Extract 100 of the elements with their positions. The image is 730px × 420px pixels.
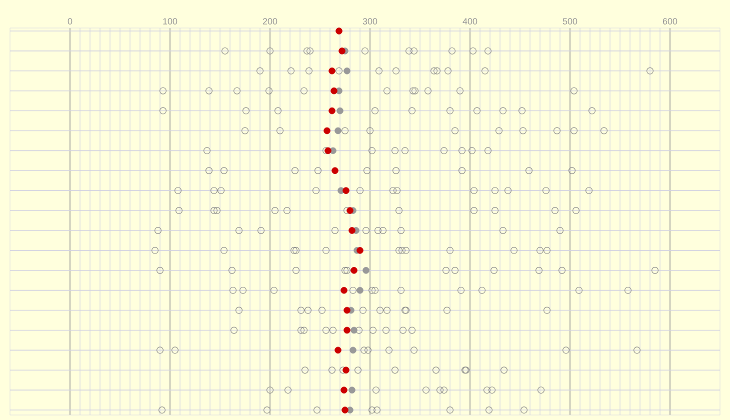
point [356,247,364,254]
point [344,306,350,314]
point [328,107,336,114]
point [412,87,419,94]
point [290,246,298,254]
point [458,167,466,174]
point [444,67,452,74]
point [456,87,464,94]
point [266,87,273,94]
point [488,386,496,394]
point [300,87,308,94]
x-tick-label: 300 [362,18,378,24]
point [402,147,409,154]
point [568,167,576,174]
point [312,187,320,194]
point [468,147,476,154]
point [306,47,314,54]
point [324,127,330,134]
point [274,107,282,114]
point [204,147,211,154]
point [236,306,243,314]
point [236,226,243,234]
point [230,286,237,294]
point [390,187,397,194]
point [446,406,454,414]
point [392,366,399,374]
point [510,246,518,254]
point [458,147,466,154]
point [372,386,380,394]
point [588,107,596,114]
point [328,67,336,74]
point [256,67,264,74]
point [214,207,221,214]
point [160,87,167,94]
point [492,187,499,194]
point [230,326,238,334]
point [152,246,159,254]
point [242,127,249,134]
point [484,47,492,54]
point [346,207,354,214]
point [424,87,432,94]
point [384,87,391,94]
point [206,87,213,94]
point [348,227,356,234]
point [482,67,489,74]
point [332,167,338,174]
point [292,266,300,274]
point [176,207,183,214]
point [342,406,348,414]
point [442,266,450,274]
point [356,187,364,194]
point [304,306,312,314]
point [434,67,441,74]
point [318,306,326,314]
point [360,346,368,354]
point [330,87,338,94]
point [356,286,364,294]
point [266,47,274,54]
point [302,366,309,374]
point [210,187,218,194]
point [484,386,491,394]
point [258,226,265,234]
point [536,266,543,274]
point [336,28,342,34]
point [386,346,393,354]
point [634,346,641,354]
point [382,326,390,334]
point [410,47,418,54]
point [368,286,376,294]
point [356,326,363,334]
point [452,127,459,134]
point [496,127,503,134]
point [342,187,350,194]
point [570,127,578,134]
point [336,67,343,74]
point [306,67,313,74]
point [350,266,358,274]
point [446,246,454,254]
point [518,107,526,114]
point [398,286,405,294]
point [538,386,545,394]
x-tick-label: 500 [562,18,578,24]
point [484,147,492,154]
point [376,67,383,74]
point [368,406,376,414]
point [270,286,278,294]
point [554,127,561,134]
point [220,246,228,254]
point [284,207,291,214]
point [408,107,416,114]
point [452,266,459,274]
point [536,246,544,254]
point [298,306,305,314]
point [350,326,358,334]
point [344,67,350,74]
point [368,147,376,154]
point [478,286,486,294]
point [284,386,292,394]
point [338,48,346,54]
point [542,187,550,194]
